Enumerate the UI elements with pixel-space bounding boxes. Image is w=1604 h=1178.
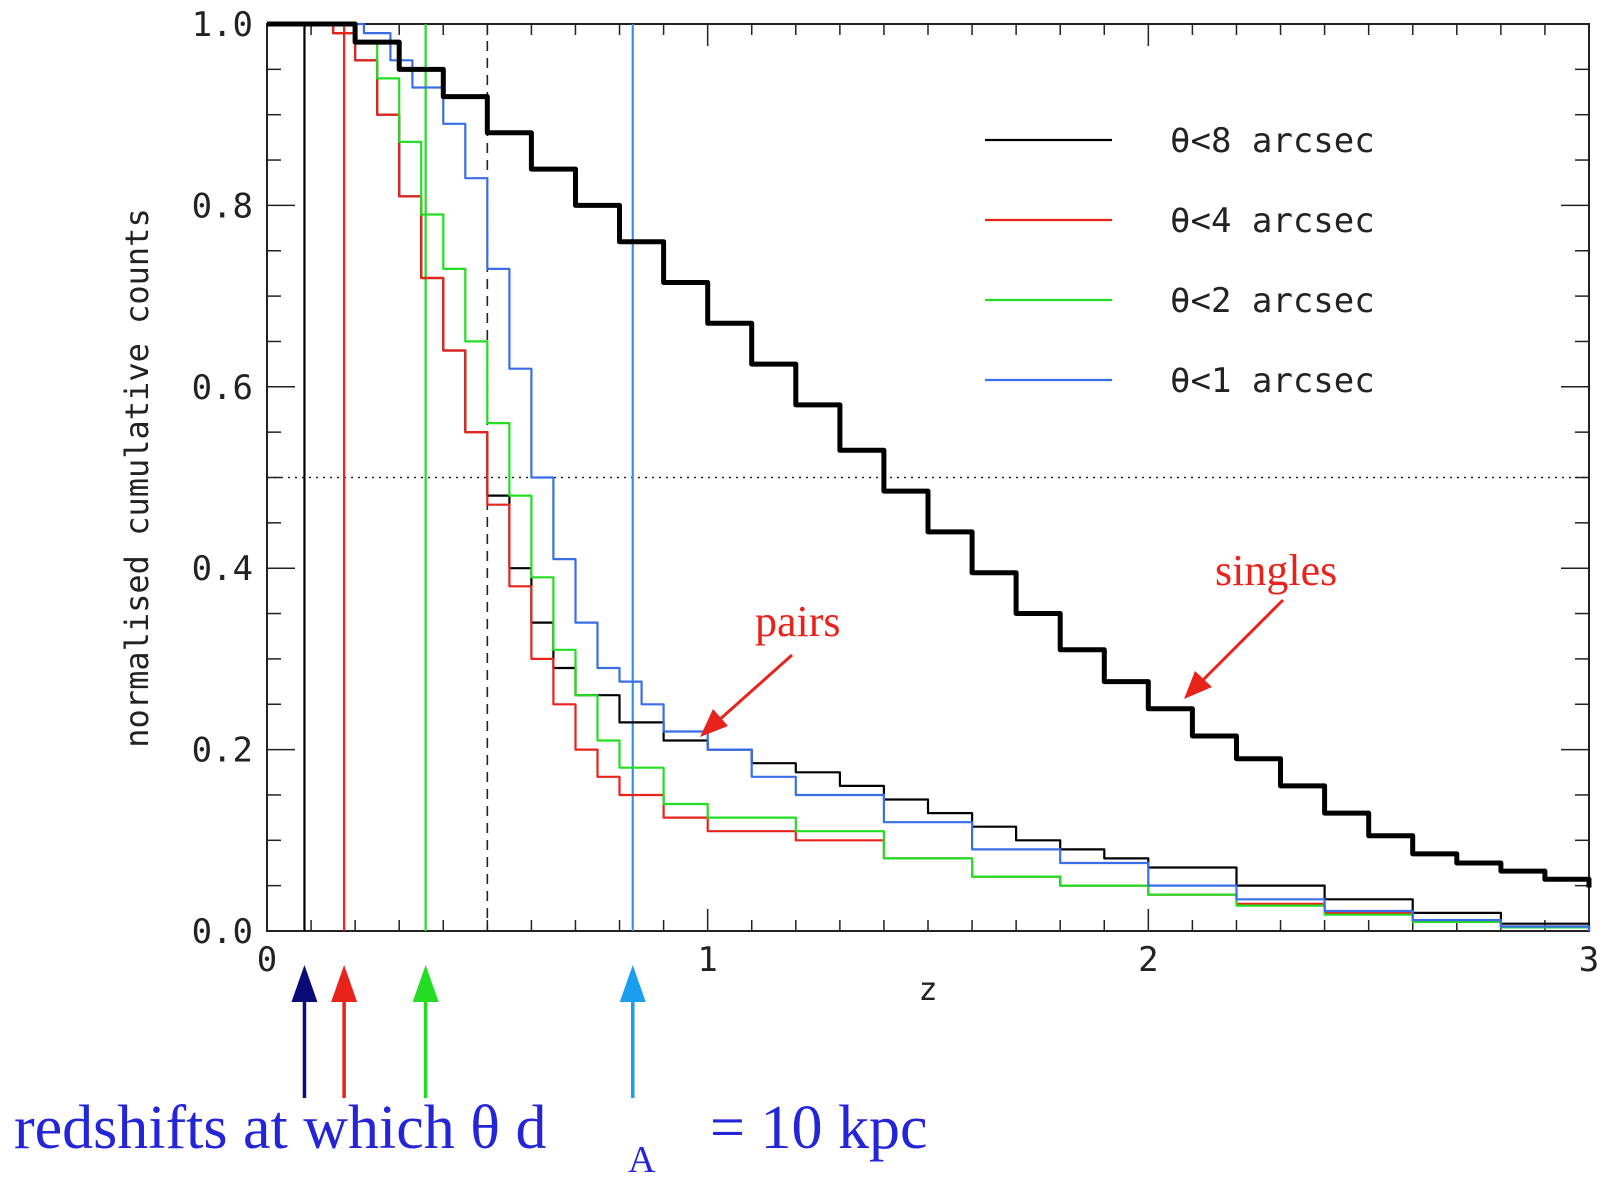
legend-label: θ<4 arcsec <box>1170 201 1375 241</box>
caption: redshifts at which θ d A = 10 kpc <box>14 1094 927 1178</box>
pairs-arrow-head <box>700 709 728 737</box>
x-tick-label: 3 <box>1579 940 1599 980</box>
redshift-arrow-head <box>412 965 439 1002</box>
y-axis-label: normalised cumulative counts <box>118 208 156 747</box>
legend-label: θ<8 arcsec <box>1170 121 1375 161</box>
caption-main: redshifts at which θ d <box>14 1094 546 1162</box>
legend-label: θ<2 arcsec <box>1170 281 1375 321</box>
redshift-arrows <box>291 965 646 1098</box>
singles-arrow-head <box>1184 671 1212 699</box>
caption-rest: = 10 kpc <box>710 1094 927 1162</box>
caption-subscript: A <box>628 1139 656 1178</box>
y-tick-label: 0.6 <box>192 368 253 408</box>
singles-arrow-shaft <box>1198 598 1285 685</box>
y-tick-label: 1.0 <box>192 5 253 45</box>
legend: θ<8 arcsec θ<4 arcsec θ<2 arcsec θ<1 arcsec <box>985 121 1375 401</box>
x-tick-label: 0 <box>257 940 277 980</box>
annotations: pairs singles <box>700 546 1337 737</box>
ticks: 0 1 2 3 0.0 0.2 0.4 0.6 0.8 1.0 <box>192 5 1600 980</box>
series <box>267 21 1592 931</box>
redshift-arrow-head <box>291 965 318 1002</box>
annotation-pairs: pairs <box>755 597 841 646</box>
x-tick-label: 1 <box>697 940 717 980</box>
y-tick-label: 0.8 <box>192 186 253 226</box>
redshift-arrow-head <box>331 965 358 1002</box>
y-tick-label: 0.4 <box>192 549 253 589</box>
reference-lines <box>267 24 1589 931</box>
annotation-singles: singles <box>1215 546 1337 595</box>
y-tick-label: 0.0 <box>192 912 253 952</box>
legend-label: θ<1 arcsec <box>1170 361 1375 401</box>
pairs-arrow-shaft <box>717 653 793 723</box>
x-axis-label: z <box>918 970 937 1008</box>
series-line <box>267 21 1592 888</box>
y-tick-label: 0.2 <box>192 731 253 771</box>
redshift-arrow-head <box>619 965 646 1002</box>
x-tick-label: 2 <box>1138 940 1158 980</box>
series-line <box>267 22 1591 931</box>
